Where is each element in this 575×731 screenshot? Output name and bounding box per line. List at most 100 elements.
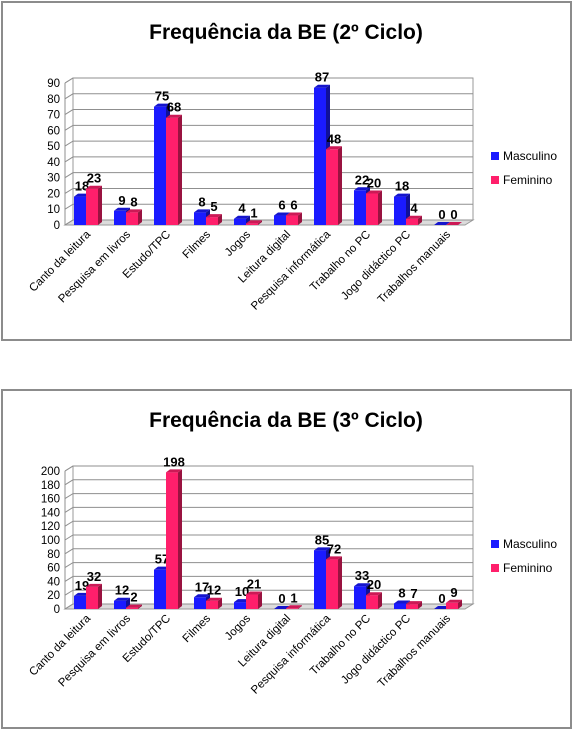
y-tick-label: 160 <box>41 494 60 506</box>
bar-feminino <box>86 185 102 225</box>
y-tick-label: 200 <box>41 466 60 478</box>
y-tick-label: 120 <box>41 521 60 533</box>
category-label: Pesquisa informática <box>249 228 333 312</box>
bar-feminino <box>166 469 182 609</box>
data-label: 20 <box>367 577 381 592</box>
data-label: 68 <box>167 100 181 115</box>
y-tick-label: 100 <box>41 535 60 547</box>
y-tick-label: 20 <box>47 590 60 602</box>
bar-feminino <box>246 591 262 609</box>
data-label: 87 <box>315 70 329 85</box>
data-label: 57 <box>155 552 169 567</box>
y-tick-label: 50 <box>47 141 60 153</box>
gridline <box>64 479 473 486</box>
data-label: 1 <box>250 205 257 220</box>
bar-feminino <box>446 222 462 225</box>
data-label: 8 <box>398 585 405 600</box>
gridline <box>64 109 473 115</box>
data-label: 22 <box>355 172 369 187</box>
category-label: Jogos <box>223 228 253 258</box>
data-label: 17 <box>195 579 209 594</box>
data-label: 198 <box>163 454 185 469</box>
data-label: 0 <box>438 591 445 606</box>
category-label: Jogos <box>223 612 253 642</box>
data-label: 4 <box>410 201 418 216</box>
bar-feminino <box>126 209 142 225</box>
gridline <box>64 93 473 100</box>
data-label: 23 <box>87 171 101 186</box>
data-label: 5 <box>210 199 217 214</box>
data-label: 7 <box>410 586 417 601</box>
gridline <box>64 140 473 147</box>
bar-feminino <box>446 599 462 609</box>
bar-feminino <box>326 146 342 225</box>
y-tick-label: 80 <box>47 94 60 106</box>
category-label: Pesquisa informática <box>249 612 333 696</box>
data-label: 2 <box>130 590 137 605</box>
data-label: 9 <box>450 585 457 600</box>
data-label: 18 <box>75 179 89 194</box>
gridline <box>64 548 473 555</box>
category-label: Pesquisa em livros <box>56 228 133 305</box>
chart-title: Frequência da BE (3º Ciclo) <box>149 409 423 432</box>
gridline <box>64 493 473 500</box>
bar-feminino <box>406 601 422 609</box>
data-label: 6 <box>290 198 297 213</box>
bar-feminino <box>206 597 222 609</box>
legend-label: Feminino <box>503 561 553 575</box>
bar-feminino <box>206 214 222 225</box>
bar-feminino <box>286 605 302 609</box>
bar-feminino <box>326 556 342 609</box>
y-tick-label: 70 <box>47 110 60 122</box>
data-label: 12 <box>207 583 221 598</box>
data-label: 12 <box>115 583 129 598</box>
data-label: 0 <box>438 207 445 222</box>
chart-svg-3-ciclo: Frequência da BE (3º Ciclo) 020406080100… <box>27 409 557 697</box>
data-label: 20 <box>367 175 381 190</box>
legend-swatch <box>491 540 499 548</box>
y-tick-label: 180 <box>41 480 60 492</box>
chart-panel-2-ciclo: Frequência da BE (2º Ciclo) 0 10 20 30 40 50 6… <box>1 1 572 341</box>
axis-edge <box>64 465 74 472</box>
category-label: Filmes <box>181 228 214 261</box>
y-tick-label: 90 <box>47 78 60 90</box>
data-label: 72 <box>327 541 341 556</box>
legend-swatch <box>491 176 499 184</box>
data-label: 33 <box>355 568 369 583</box>
category-label: Trabalhos manuais <box>376 228 454 306</box>
y-tick-label: 60 <box>47 563 60 575</box>
data-label: 8 <box>130 194 137 209</box>
y-tick-label: 0 <box>54 220 60 232</box>
bar-masculino <box>434 222 450 225</box>
data-label: 10 <box>235 584 249 599</box>
data-label: 0 <box>450 207 457 222</box>
gridline <box>64 506 473 513</box>
y-tick-label: 140 <box>41 507 60 519</box>
y-tick-label: 10 <box>47 204 60 216</box>
bar-feminino <box>86 583 102 609</box>
legend-label: Masculino <box>503 149 557 163</box>
bar-feminino <box>406 215 422 225</box>
category-label: Jogo didáctico PC <box>339 613 413 687</box>
data-label: 0 <box>278 591 285 606</box>
y-tick-label: 40 <box>47 157 60 169</box>
bar-feminino <box>366 592 382 609</box>
data-label: 1 <box>290 590 297 605</box>
legend-swatch <box>491 564 499 572</box>
gridline <box>64 534 473 541</box>
data-label: 9 <box>118 193 125 208</box>
bar-feminino <box>286 212 302 225</box>
y-tick-label: 20 <box>47 188 60 200</box>
category-label: Filmes <box>181 612 214 645</box>
data-label: 6 <box>278 198 285 213</box>
chart-svg-2-ciclo: Frequência da BE (2º Ciclo) 010203040506… <box>27 21 557 313</box>
bar-feminino <box>246 220 262 225</box>
legend-label: Masculino <box>503 537 557 551</box>
bar-masculino <box>274 606 290 609</box>
gridline <box>64 124 473 131</box>
y-tick-label: 60 <box>47 125 60 137</box>
y-tick-label: 30 <box>47 173 60 185</box>
data-label: 75 <box>155 89 169 104</box>
